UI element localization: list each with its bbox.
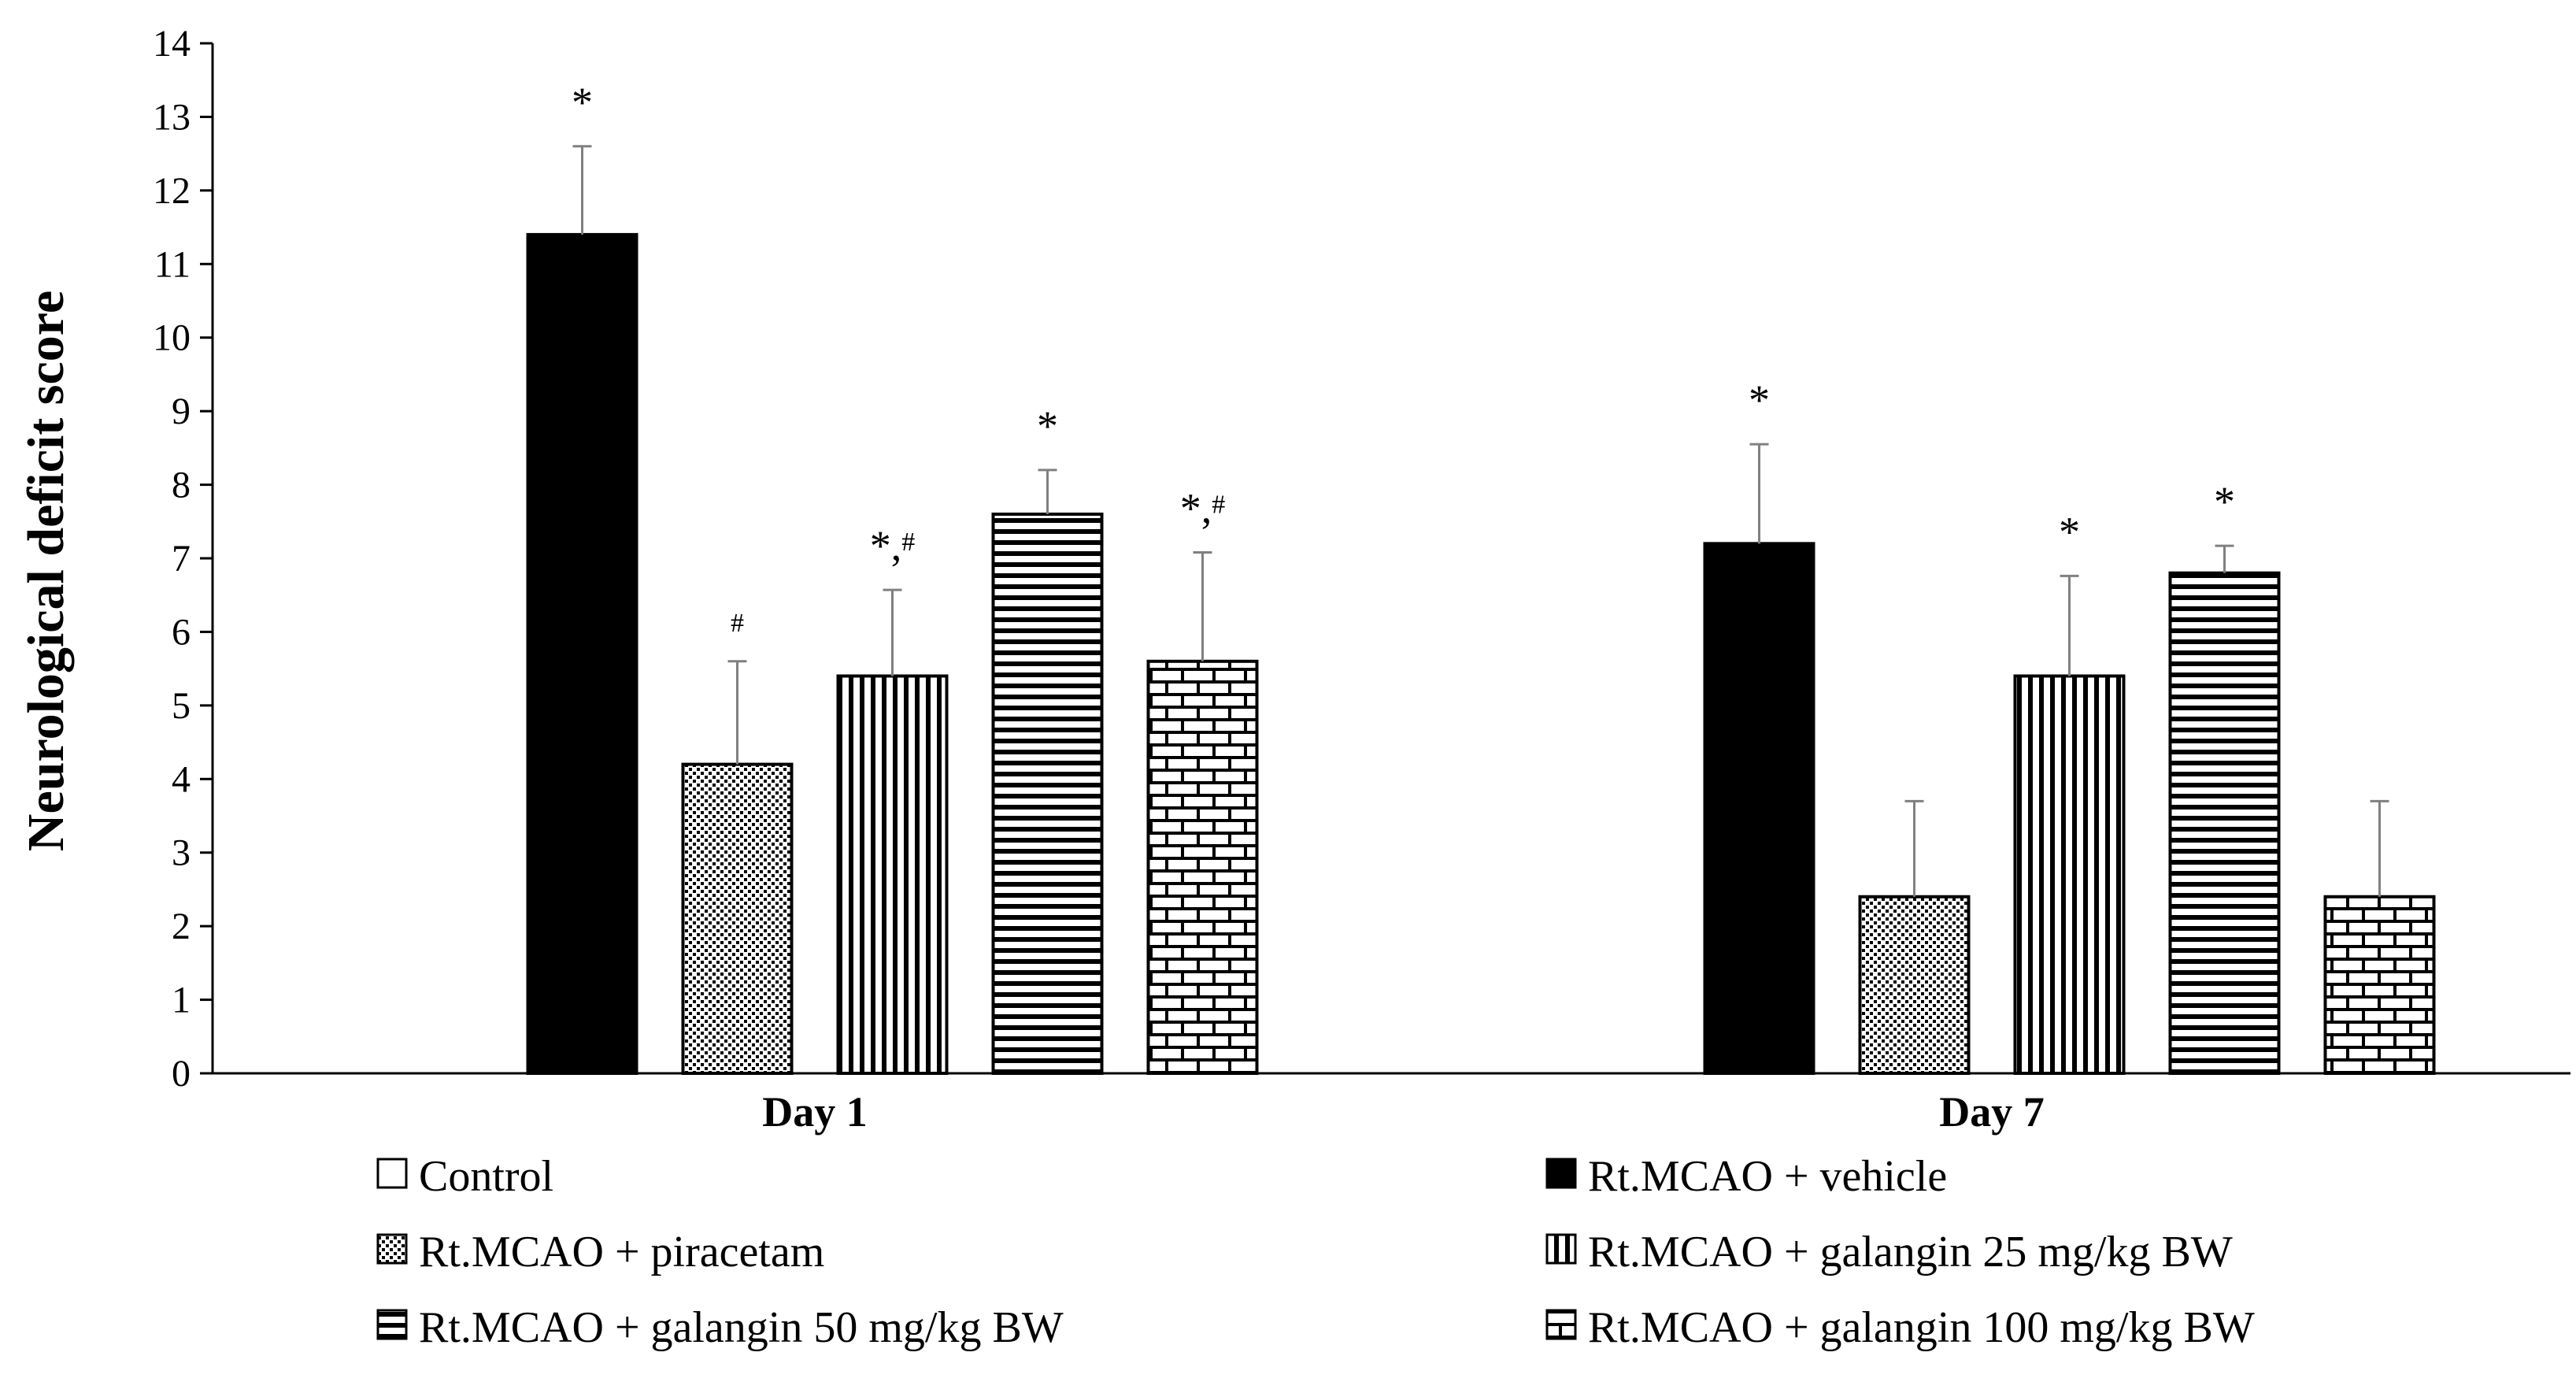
significance-marker: # <box>731 609 744 638</box>
y-tick-label: 12 <box>153 170 191 212</box>
bar <box>526 232 638 1075</box>
y-tick-label: 3 <box>172 832 191 874</box>
legend-label: Rt.MCAO + galangin 50 mg/kg BW <box>419 1303 1064 1352</box>
legend-swatch <box>1545 1233 1577 1265</box>
y-tick-label: 14 <box>153 23 191 65</box>
significance-marker: *,# <box>1180 485 1226 532</box>
legend-label: Rt.MCAO + galangin 100 mg/kg BW <box>1588 1303 2255 1352</box>
bar <box>1858 895 1971 1076</box>
y-tick-label: 11 <box>154 243 191 285</box>
significance-marker: *,# <box>870 522 916 569</box>
y-tick-label: 13 <box>153 96 191 138</box>
legend-swatch <box>1545 1158 1577 1189</box>
bars: * # *,# * *,# * * * <box>526 79 2436 1076</box>
bar <box>991 512 1104 1075</box>
x-category-label: Day 1 <box>762 1088 868 1136</box>
y-tick-label: 6 <box>172 611 191 653</box>
legend-swatch <box>376 1158 408 1189</box>
bar <box>681 762 794 1075</box>
y-tick-label: 10 <box>153 317 191 359</box>
y-axis-title: Neurological deficit score <box>17 291 75 851</box>
legend-label: Control <box>419 1152 553 1201</box>
y-tick-label: 4 <box>172 758 191 800</box>
y-tick-label: 7 <box>172 538 191 580</box>
legend: Control Rt.MCAO + vehicle Rt.MCAO + pirace… <box>376 1152 2255 1352</box>
legend-swatch <box>1545 1309 1577 1340</box>
y-tick-label: 1 <box>172 980 191 1021</box>
bar <box>1146 659 1259 1075</box>
significance-marker: * <box>1749 376 1770 424</box>
y-tick-label: 9 <box>172 391 191 432</box>
y-tick-label: 8 <box>172 465 191 506</box>
bar <box>2168 571 2281 1075</box>
significance-marker: * <box>572 79 593 126</box>
legend-label: Rt.MCAO + piracetam <box>419 1228 824 1276</box>
legend-swatch <box>376 1309 408 1340</box>
bar <box>2323 895 2436 1076</box>
y-tick-label: 5 <box>172 685 191 727</box>
legend-label: Rt.MCAO + galangin 25 mg/kg BW <box>1588 1228 2233 1276</box>
x-axis: Day 1 Day 7 <box>213 1072 2570 1136</box>
y-tick-label: 0 <box>172 1053 191 1095</box>
y-tick-label: 2 <box>172 906 191 947</box>
significance-marker: * <box>2214 478 2235 525</box>
legend-label: Rt.MCAO + vehicle <box>1588 1152 1947 1201</box>
bar <box>836 674 949 1075</box>
bar <box>2013 674 2126 1075</box>
significance-marker: * <box>2059 508 2080 555</box>
bar <box>1703 542 1815 1075</box>
significance-marker: * <box>1037 402 1058 450</box>
x-category-label: Day 7 <box>1939 1088 2045 1136</box>
legend-swatch <box>376 1233 408 1265</box>
